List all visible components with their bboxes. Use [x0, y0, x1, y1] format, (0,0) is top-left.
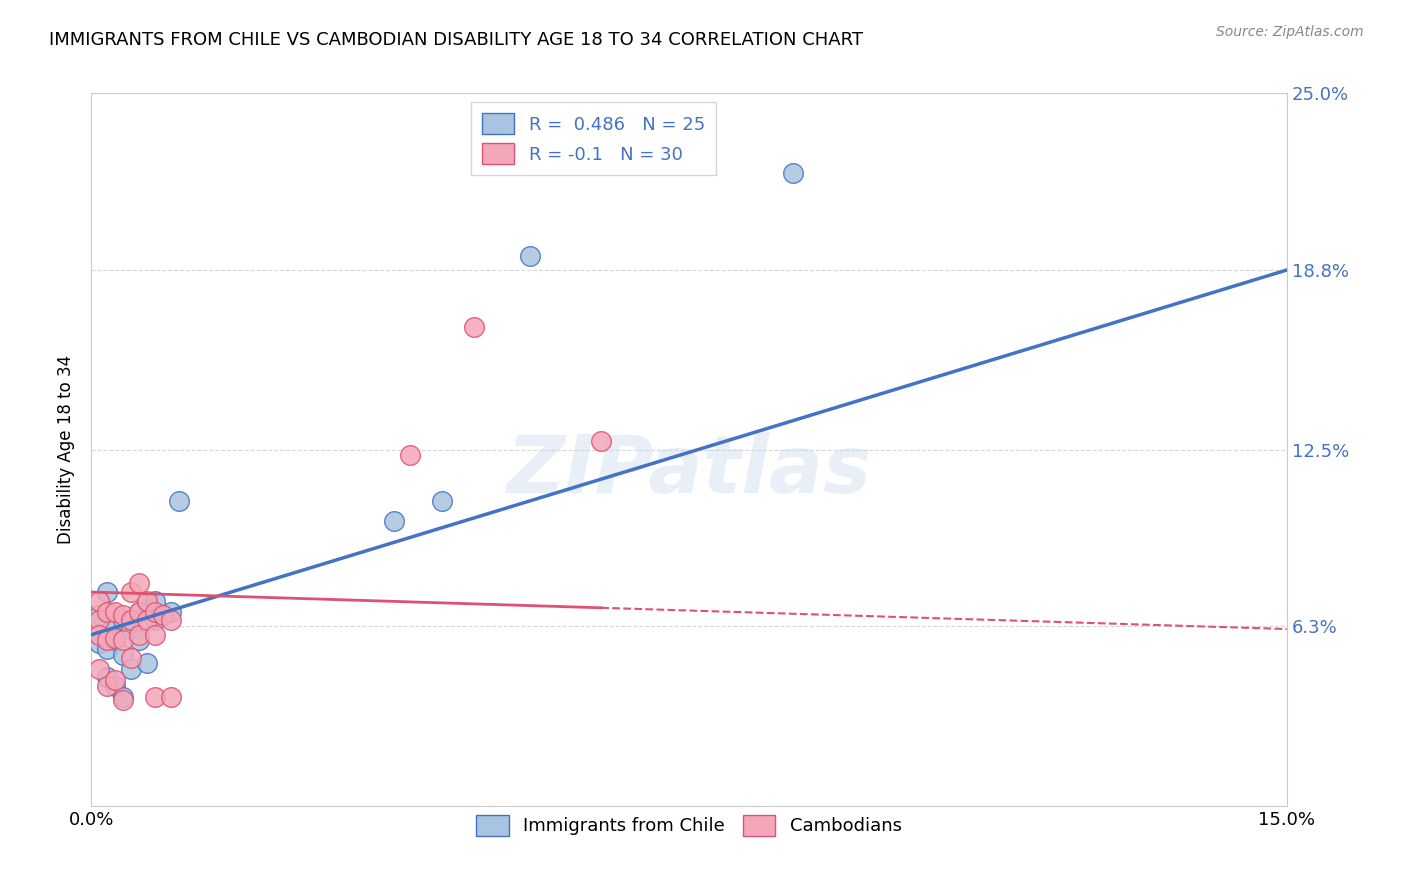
- Point: [120, 614, 142, 628]
- Point: [87, 614, 110, 628]
- Y-axis label: Disability Age 18 to 34: Disability Age 18 to 34: [58, 355, 75, 544]
- Point: [96, 633, 118, 648]
- Point: [96, 585, 118, 599]
- Point: [143, 628, 166, 642]
- Point: [112, 607, 135, 622]
- Point: [463, 320, 485, 334]
- Point: [143, 690, 166, 705]
- Point: [112, 648, 135, 662]
- Point: [519, 249, 541, 263]
- Point: [96, 605, 118, 619]
- Point: [96, 671, 118, 685]
- Point: [120, 585, 142, 599]
- Point: [591, 434, 613, 448]
- Point: [399, 448, 422, 462]
- Point: [136, 614, 159, 628]
- Point: [112, 693, 135, 707]
- Point: [167, 493, 190, 508]
- Point: [104, 633, 127, 648]
- Point: [104, 619, 127, 633]
- Point: [87, 636, 110, 650]
- Text: IMMIGRANTS FROM CHILE VS CAMBODIAN DISABILITY AGE 18 TO 34 CORRELATION CHART: IMMIGRANTS FROM CHILE VS CAMBODIAN DISAB…: [49, 31, 863, 49]
- Point: [136, 657, 159, 671]
- Point: [112, 614, 135, 628]
- Point: [104, 673, 127, 688]
- Point: [87, 662, 110, 676]
- Legend: Immigrants from Chile, Cambodians: Immigrants from Chile, Cambodians: [468, 807, 910, 843]
- Text: Source: ZipAtlas.com: Source: ZipAtlas.com: [1216, 25, 1364, 39]
- Text: ZIPatlas: ZIPatlas: [506, 432, 872, 510]
- Point: [87, 628, 110, 642]
- Point: [136, 596, 159, 610]
- Point: [143, 605, 166, 619]
- Point: [152, 607, 174, 622]
- Point: [120, 662, 142, 676]
- Point: [87, 593, 110, 607]
- Point: [160, 690, 183, 705]
- Point: [96, 642, 118, 657]
- Point: [143, 614, 166, 628]
- Point: [160, 605, 183, 619]
- Point: [120, 650, 142, 665]
- Point: [128, 633, 150, 648]
- Point: [382, 514, 405, 528]
- Point: [96, 679, 118, 693]
- Point: [104, 605, 127, 619]
- Point: [112, 633, 135, 648]
- Point: [104, 679, 127, 693]
- Point: [128, 605, 150, 619]
- Point: [143, 593, 166, 607]
- Point: [128, 628, 150, 642]
- Point: [128, 605, 150, 619]
- Point: [136, 593, 159, 607]
- Point: [782, 166, 804, 180]
- Point: [430, 493, 453, 508]
- Point: [112, 690, 135, 705]
- Point: [87, 607, 110, 622]
- Point: [120, 622, 142, 636]
- Point: [104, 631, 127, 645]
- Point: [160, 614, 183, 628]
- Point: [128, 576, 150, 591]
